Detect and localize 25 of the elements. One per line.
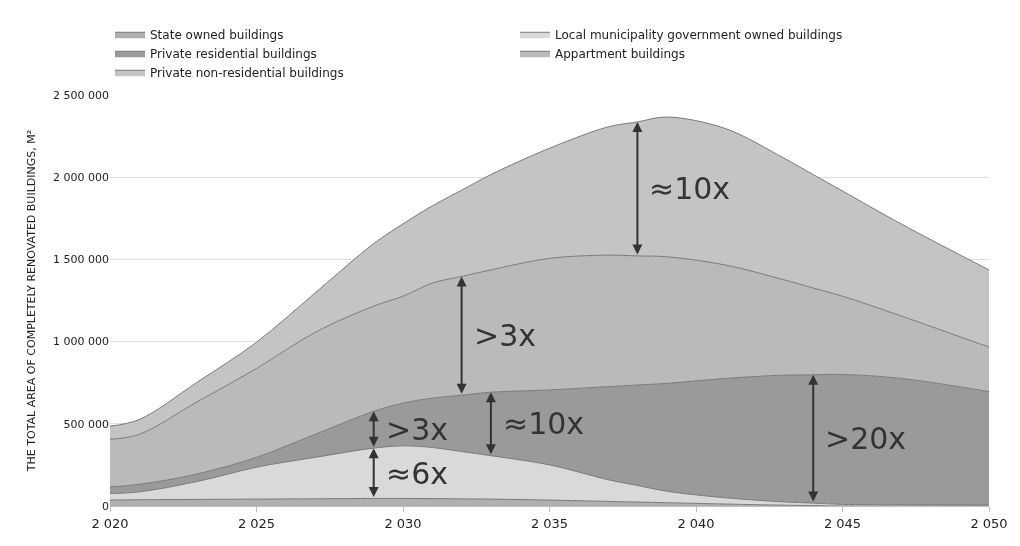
x-tick-label: 2 030	[384, 515, 422, 531]
annotation: >20x	[825, 421, 907, 456]
x-tick-label: 2 050	[970, 515, 1008, 531]
y-axis-title: THE TOTAL AREA OF COMPLETELY RENOVATED BUILDINGS, M²	[24, 129, 38, 473]
annotation: ≈10x	[503, 406, 585, 441]
annotation: >3x	[474, 318, 536, 353]
x-tick-label: 2 020	[91, 515, 129, 531]
y-tick-label: 1 000 000	[53, 335, 109, 349]
legend-label: Private non-residential buildings	[150, 65, 344, 80]
legend-label: Appartment buildings	[555, 46, 685, 61]
annotation: ≈6x	[386, 456, 448, 491]
x-tick-label: 2 025	[237, 515, 276, 531]
legend-label: State owned buildings	[150, 27, 284, 42]
y-tick-label: 1 500 000	[53, 253, 109, 267]
annotation: >3x	[386, 412, 448, 447]
annotation: ≈10x	[649, 171, 731, 206]
legend-label: Local municipality government owned buildings	[555, 27, 843, 42]
y-tick-label: 2 500 000	[53, 88, 109, 102]
y-tick-label: 2 000 000	[53, 171, 109, 185]
x-tick-label: 2 035	[530, 515, 569, 531]
legend-label: Private residential buildings	[150, 46, 317, 61]
x-tick-label: 2 045	[823, 515, 862, 531]
y-tick-label: 0	[102, 499, 109, 513]
x-tick-label: 2 040	[677, 515, 715, 531]
y-tick-label: 500 000	[63, 417, 109, 431]
